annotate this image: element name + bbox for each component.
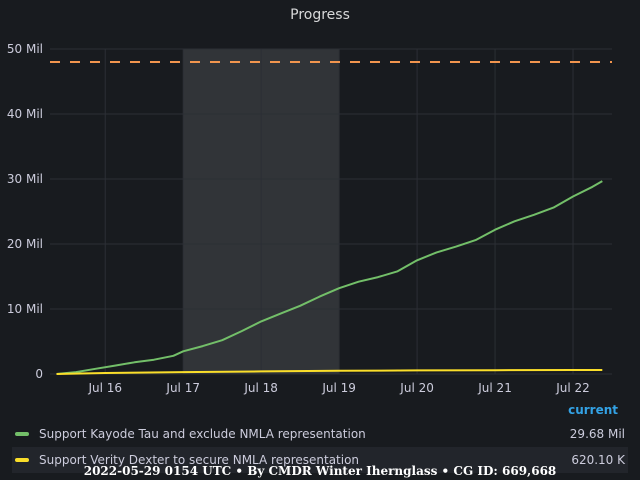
y-tick-label: 40 Mil (7, 107, 43, 121)
legend-current-value: 620.10 K (571, 453, 625, 467)
series-line-0 (56, 180, 603, 375)
y-tick-label: 30 Mil (7, 172, 43, 186)
x-tick-label: Jul 16 (87, 381, 122, 395)
legend-swatch-yellow (15, 458, 29, 462)
legend-item-verity-dexter[interactable]: Support Verity Dexter to secure NMLA rep… (12, 447, 628, 473)
y-tick-label: 10 Mil (7, 302, 43, 316)
y-tick-label: 0 (35, 367, 43, 381)
legend-current-value: 29.68 Mil (569, 427, 625, 441)
legend-label: Support Verity Dexter to secure NMLA rep… (39, 453, 360, 467)
legend-item-kayode-tau[interactable]: Support Kayode Tau and exclude NMLA repr… (12, 421, 628, 447)
panel-title: Progress (290, 7, 350, 23)
series-line-1 (56, 369, 603, 375)
y-tick-label: 20 Mil (7, 237, 43, 251)
footer-credit: 2022-05-29 0154 UTC • By CMDR Winter Ihe… (83, 464, 557, 478)
x-tick-label: Jul 17 (165, 381, 200, 395)
y-tick-label: 50 Mil (7, 42, 43, 56)
legend-swatch-green (15, 432, 29, 436)
legend-label: Support Kayode Tau and exclude NMLA repr… (39, 427, 366, 441)
progress-chart: 0 10 Mil 20 Mil 30 Mil 40 Mil 50 Mil Jul 16 Jul… (7, 42, 612, 395)
x-tick-label: Jul 19 (321, 381, 356, 395)
x-tick-label: Jul 21 (477, 381, 512, 395)
x-tick-label: Jul 18 (243, 381, 278, 395)
x-tick-label: Jul 22 (555, 381, 590, 395)
legend-column-header-current[interactable]: current (568, 403, 618, 417)
x-tick-label: Jul 20 (399, 381, 434, 395)
